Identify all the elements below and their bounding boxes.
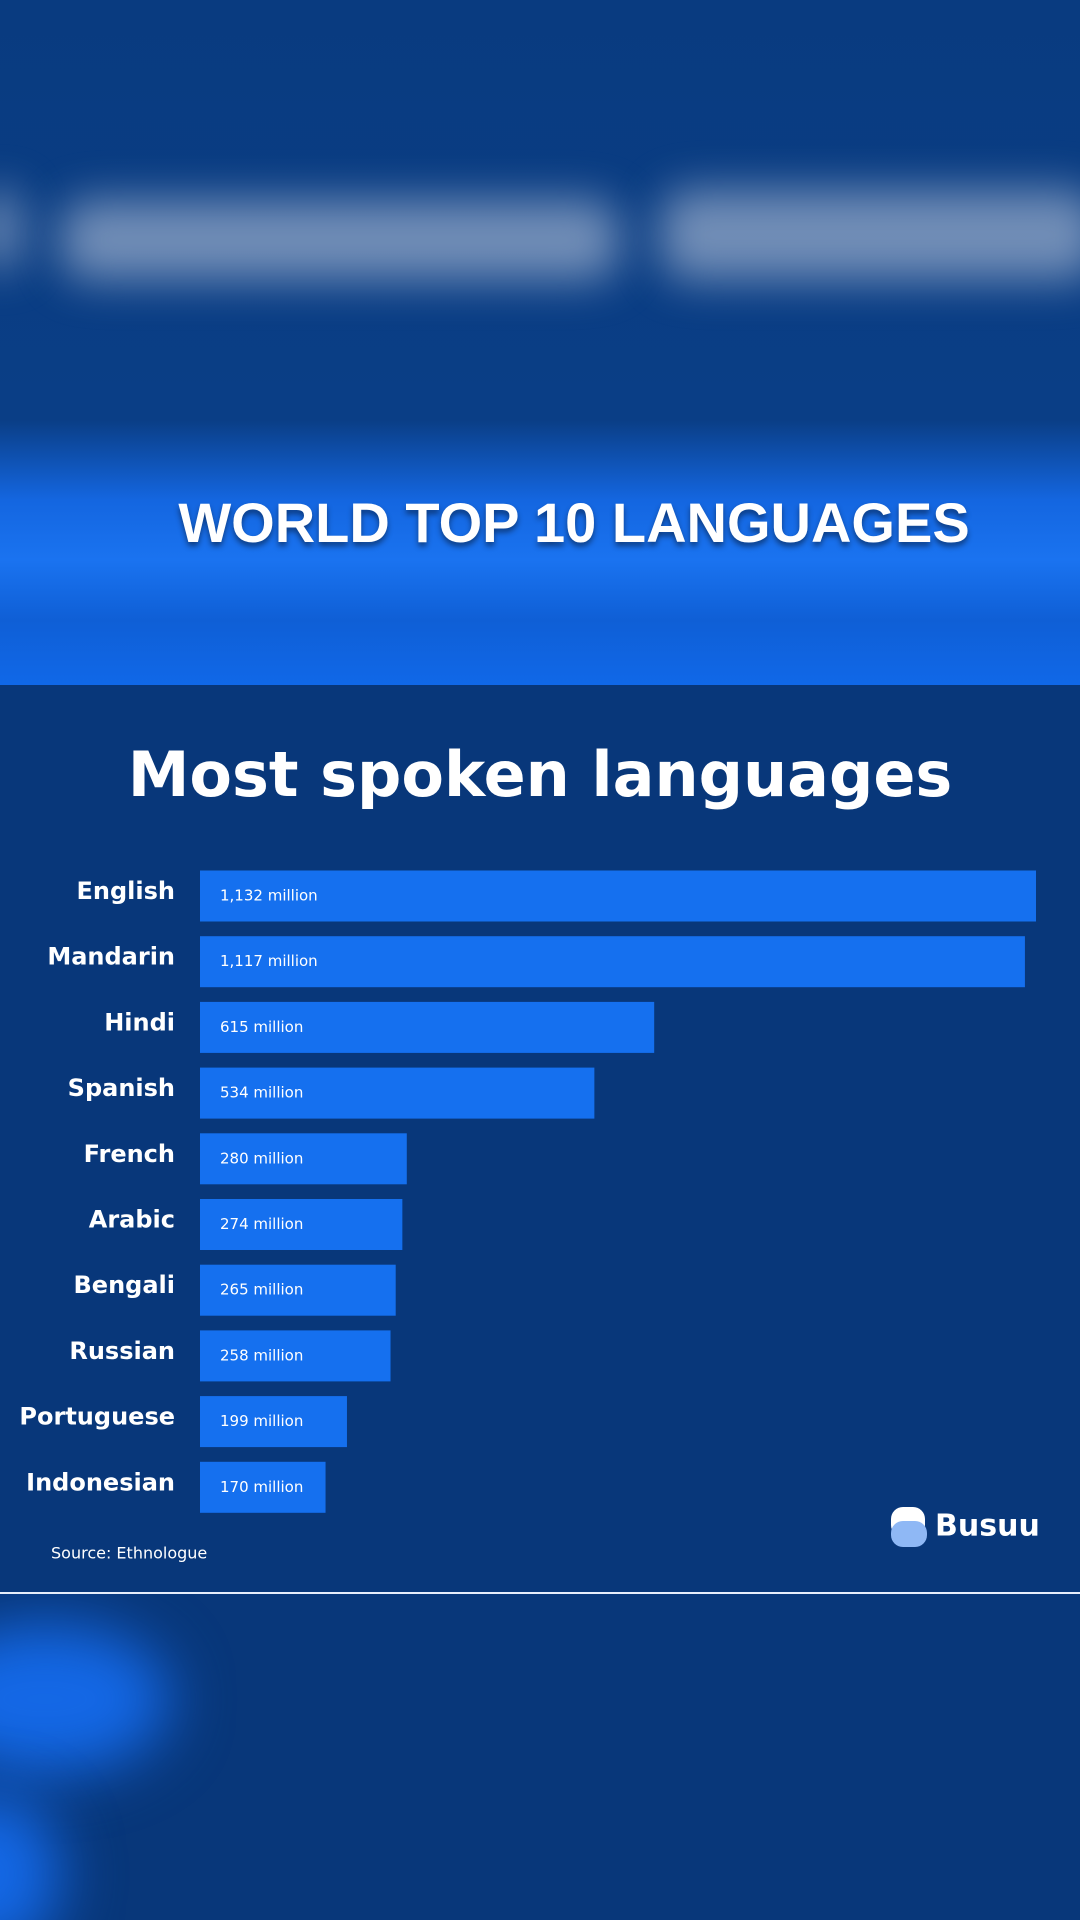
chart: Most spoken languages Source: Ethnologue… bbox=[19, 738, 1040, 1563]
value-label: 258 million bbox=[220, 1346, 303, 1364]
bar bbox=[200, 870, 1036, 922]
source: Source: Ethnologue bbox=[51, 1544, 207, 1563]
category-label: Spanish bbox=[68, 1074, 175, 1102]
banner-title: WORLD TOP 10 LANGUAGES bbox=[178, 491, 970, 554]
brand-logo: Busuu bbox=[891, 1507, 1040, 1547]
value-label: 265 million bbox=[220, 1281, 303, 1299]
blurred-text bbox=[60, 200, 620, 280]
bar bbox=[200, 1330, 391, 1382]
bar bbox=[200, 1264, 396, 1316]
value-label: 199 million bbox=[220, 1412, 303, 1430]
category-label: English bbox=[77, 877, 175, 905]
bar bbox=[200, 1133, 407, 1185]
divider bbox=[0, 1592, 1080, 1594]
bar bbox=[200, 1461, 326, 1513]
bar bbox=[200, 1067, 595, 1119]
value-label: 170 million bbox=[220, 1478, 303, 1496]
category-label: Mandarin bbox=[47, 943, 175, 971]
value-label: 280 million bbox=[220, 1149, 303, 1167]
blurred-text bbox=[660, 190, 1080, 280]
blurred-text bbox=[0, 190, 20, 270]
value-label: 1,117 million bbox=[220, 952, 318, 970]
bar bbox=[200, 1199, 403, 1250]
category-label: French bbox=[84, 1140, 175, 1168]
category-label: Arabic bbox=[89, 1206, 175, 1234]
blurred-shape bbox=[0, 1794, 60, 1920]
video-header: WORLD TOP 10 LANGUAGES bbox=[0, 0, 1080, 685]
value-label: 1,132 million bbox=[220, 887, 318, 905]
brand-name: Busuu bbox=[935, 1509, 1040, 1544]
blurred-shape bbox=[0, 1624, 170, 1774]
bar bbox=[200, 1001, 655, 1053]
logo-icon bbox=[891, 1521, 927, 1547]
category-label: Bengali bbox=[74, 1271, 175, 1299]
value-label: 615 million bbox=[220, 1018, 303, 1036]
value-label: 274 million bbox=[220, 1215, 303, 1233]
value-label: 534 million bbox=[220, 1084, 303, 1102]
bar bbox=[200, 936, 1025, 988]
video-footer bbox=[0, 1594, 1080, 1920]
category-label: Russian bbox=[69, 1337, 175, 1365]
category-label: Indonesian bbox=[26, 1468, 175, 1496]
category-label: Portuguese bbox=[19, 1403, 175, 1431]
bar bbox=[200, 1396, 347, 1448]
chart-title: Most spoken languages bbox=[128, 738, 953, 811]
category-label: Hindi bbox=[104, 1008, 175, 1036]
